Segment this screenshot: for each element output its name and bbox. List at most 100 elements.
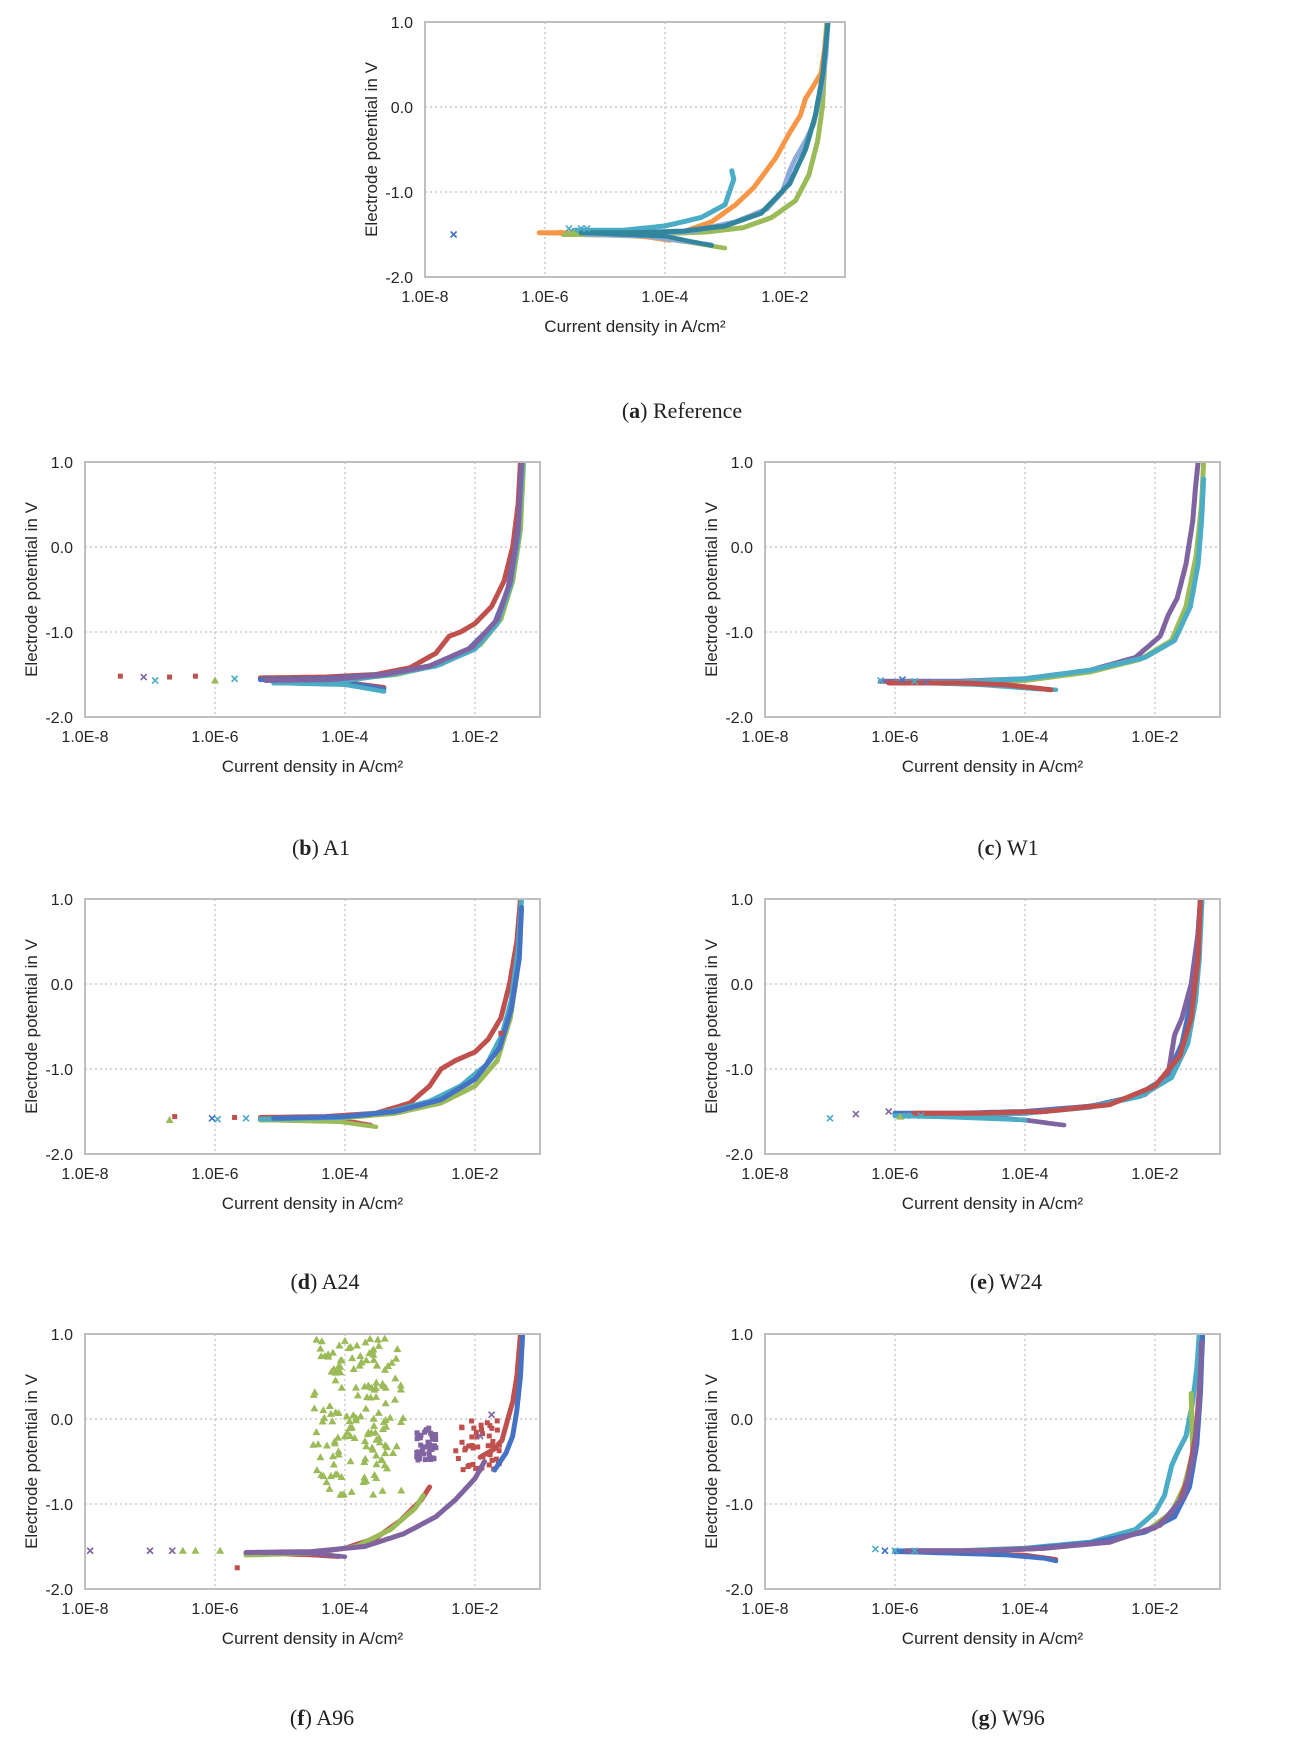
x-tick-label: 1.0E-6 [871,729,918,746]
y-axis-label: Electrode potential in V [22,1373,41,1548]
data-point [489,1425,495,1431]
data-point [485,1443,491,1449]
y-tick-label: -1.0 [45,1497,73,1514]
data-point [369,1414,378,1422]
data-point [322,1441,331,1449]
data-point [896,1112,905,1120]
data-point [569,228,578,236]
caption-a24: (d) A24 [290,1269,360,1294]
y-tick-label: 1.0 [391,15,413,32]
y-tick-label: -2.0 [45,1147,73,1164]
data-point [369,1490,378,1498]
data-point [372,1435,381,1443]
data-point [168,1547,176,1555]
panel-a1: 1.0E-8 1.0E-6 1.0E-4 1.0E-2 1.0 0.0 -1.0 -2.0 Cu… [10,440,620,810]
x-axis-label: Current density in A/cm² [544,317,726,336]
data-point [365,1349,374,1357]
data-point [360,1458,369,1466]
series-red [477,1335,523,1460]
data-point [369,1345,378,1353]
data-point [319,1406,328,1414]
y-tick-label: 0.0 [391,100,413,117]
data-point [478,1422,484,1428]
x-tick-label: 1.0E-8 [401,289,448,306]
data-point [326,1472,335,1480]
data-point [342,1412,351,1420]
y-tick-label: -2.0 [725,1147,753,1164]
x-tick-label: 1.0E-6 [191,729,238,746]
data-point [387,1358,396,1366]
y-tick-label: -2.0 [45,710,73,727]
series-purple [263,463,524,683]
data-point [392,1442,401,1450]
data-point [460,1467,466,1473]
y-tick-label: 0.0 [731,977,753,994]
data-point [557,229,564,236]
data-point [826,1114,834,1122]
data-point [366,1393,375,1401]
data-point [494,1418,500,1424]
data-point [208,1114,216,1122]
data-point [234,1565,240,1571]
data-point [450,230,458,239]
caption-w24: (e) W24 [969,1269,1043,1294]
data-point [331,1368,340,1376]
series-line [578,23,831,236]
data-point [911,677,919,685]
data-point [167,674,173,680]
x-tick-label: 1.0E-6 [871,1601,918,1618]
chart-w24: 1.0E-8 1.0E-6 1.0E-4 1.0E-2 1.0 0.0 -1.0 -2.0 Cu… [702,892,1221,1213]
y-axis-label: Electrode potential in V [22,501,41,676]
panel-w24: 1.0E-8 1.0E-6 1.0E-4 1.0E-2 1.0 0.0 -1.0 -2.0 Cu… [690,877,1300,1247]
data-point [356,1351,365,1359]
data-point [486,1462,492,1468]
data-point [318,1417,327,1425]
data-point [473,1465,479,1471]
series-red [912,900,1203,1116]
data-point [352,1341,361,1349]
data-point [487,1423,493,1429]
data-point [902,1112,911,1120]
panel-w1: 1.0E-8 1.0E-6 1.0E-4 1.0E-2 1.0 0.0 -1.0 -2.0 Cu… [690,440,1300,810]
y-tick-label: 0.0 [731,1412,753,1429]
data-point [922,678,930,686]
plot-area [84,461,541,718]
data-point [489,1442,495,1448]
panel-reference: 1.0E-8 1.0E-6 1.0E-4 1.0E-2 1.0 0.0 -1.0 -2.0 Cu… [350,0,960,370]
data-point [917,1112,925,1120]
y-axis-label: Electrode potential in V [702,501,721,676]
data-point [362,1356,371,1364]
x-tick-label: 1.0E-6 [191,1166,238,1183]
x-axis-label: Current density in A/cm² [902,1194,1084,1213]
y-tick-label: -1.0 [725,1497,753,1514]
panel-w96: 1.0E-8 1.0E-6 1.0E-4 1.0E-2 1.0 0.0 -1.0 -2.0 Cu… [690,1312,1300,1682]
data-point [396,1381,405,1389]
data-point [431,1456,437,1462]
data-point [397,1417,406,1425]
data-point [328,1452,337,1460]
chart-reference: 1.0E-8 1.0E-6 1.0E-4 1.0E-2 1.0 0.0 -1.0 -2.0 Cu… [362,15,846,336]
data-point [898,676,906,684]
data-point [316,1344,325,1352]
data-layer [86,1335,526,1571]
x-tick-label: 1.0E-4 [1001,1601,1048,1618]
data-point [333,1433,342,1441]
data-point [334,1409,343,1417]
data-point [577,224,585,233]
data-point [361,1404,370,1412]
data-point [356,1412,365,1420]
data-point [852,1110,860,1118]
data-point [211,676,219,684]
data-point [422,1457,428,1463]
data-point [459,1439,465,1445]
data-point [312,1428,321,1436]
x-tick-label: 1.0E-4 [1001,1166,1048,1183]
y-tick-label: -2.0 [45,1582,73,1599]
y-tick-label: -1.0 [725,625,753,642]
series-line [243,1459,487,1555]
y-axis-label: Electrode potential in V [362,61,381,236]
data-point [397,1486,406,1494]
y-tick-label: -1.0 [385,185,413,202]
data-point [345,1417,354,1425]
data-point [346,1432,355,1440]
